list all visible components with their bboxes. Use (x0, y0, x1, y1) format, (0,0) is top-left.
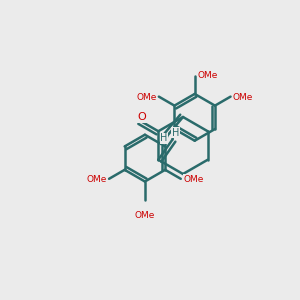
Text: OMe: OMe (233, 93, 253, 102)
Text: H: H (160, 133, 168, 143)
Text: H: H (172, 128, 179, 138)
Text: OMe: OMe (183, 175, 204, 184)
Text: O: O (137, 112, 146, 122)
Text: OMe: OMe (136, 93, 156, 102)
Text: OMe: OMe (197, 71, 218, 80)
Text: OMe: OMe (86, 175, 106, 184)
Text: OMe: OMe (135, 211, 155, 220)
